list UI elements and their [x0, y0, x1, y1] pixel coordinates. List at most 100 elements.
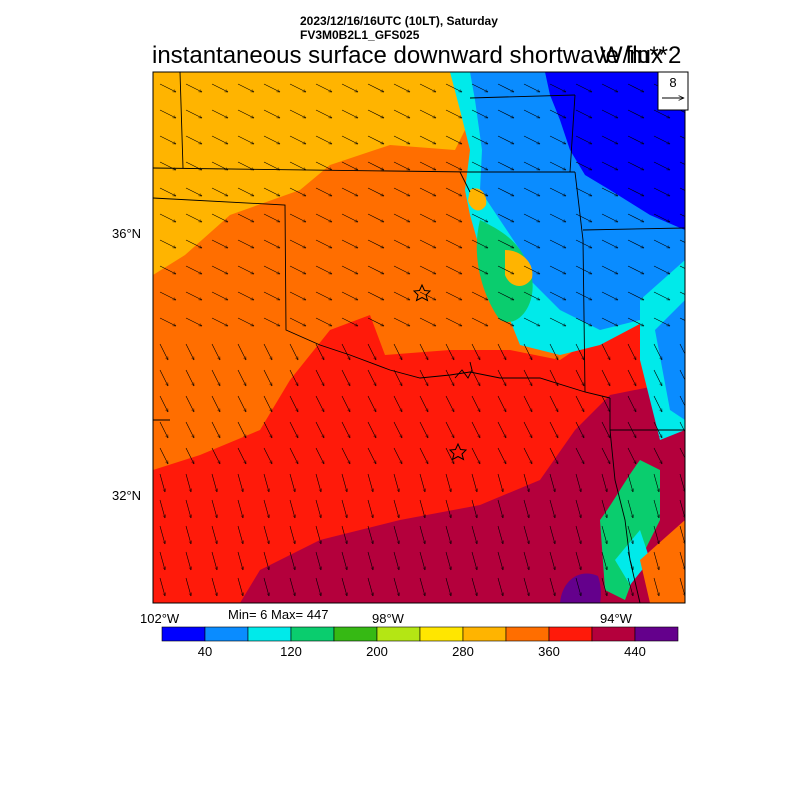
wind-vector	[393, 213, 410, 223]
wind-vector	[315, 421, 325, 438]
wind-vector	[575, 135, 592, 145]
wind-vector	[185, 317, 202, 327]
wind-vector	[159, 187, 176, 197]
wind-vector	[549, 577, 555, 596]
wind-vector	[627, 265, 644, 275]
colorbar-swatch	[161, 626, 206, 642]
wind-vector	[445, 473, 451, 492]
wind-vector	[393, 473, 399, 492]
wind-vector	[549, 343, 559, 360]
wind-vector	[289, 577, 295, 596]
wind-vector	[523, 161, 540, 171]
wind-vector	[653, 161, 670, 171]
wind-vector	[653, 291, 670, 301]
wind-vector	[549, 447, 559, 464]
wind-vector	[367, 473, 373, 492]
wind-vector	[601, 525, 607, 544]
colorbar-swatch	[634, 626, 679, 642]
wind-vector	[419, 343, 429, 360]
wind-vector	[263, 369, 273, 386]
wind-vector	[601, 421, 611, 438]
wind-vector	[575, 551, 581, 570]
wind-vector	[315, 317, 332, 327]
wind-vector	[653, 395, 663, 412]
wind-vector	[549, 551, 555, 570]
wind-vector	[315, 525, 321, 544]
wind-vector	[653, 109, 670, 119]
wind-vector	[523, 473, 529, 492]
wind-vector	[601, 213, 618, 223]
wind-vector	[211, 213, 228, 223]
wind-vector	[549, 369, 559, 386]
wind-vector	[679, 239, 685, 243]
wind-vector	[445, 499, 451, 518]
wind-vector	[159, 369, 169, 386]
wind-vector	[445, 525, 451, 544]
wind-vector	[627, 447, 637, 464]
wind-vector	[159, 135, 176, 145]
wind-vector	[653, 187, 670, 197]
wind-vector	[575, 395, 585, 412]
wind-vector	[601, 83, 618, 93]
wind-vector	[497, 551, 503, 570]
wind-vector	[445, 213, 462, 223]
wind-vector	[523, 499, 529, 518]
wind-vector	[289, 239, 306, 249]
wind-vector	[393, 577, 399, 596]
wind-vector	[523, 421, 533, 438]
wind-vector	[497, 109, 514, 119]
wind-vector	[315, 109, 332, 119]
wind-vector	[289, 343, 299, 360]
wind-vector	[211, 369, 221, 386]
wind-vector	[263, 291, 280, 301]
wind-vector	[601, 291, 618, 301]
wind-vector	[159, 291, 176, 301]
wind-vector	[471, 447, 481, 464]
wind-vector	[497, 161, 514, 171]
wind-vector	[315, 395, 325, 412]
wind-vector	[237, 421, 247, 438]
wind-vector	[185, 369, 195, 386]
wind-vector	[601, 239, 618, 249]
flux-field	[153, 72, 685, 603]
wind-vector	[341, 83, 358, 93]
wind-vector	[523, 135, 540, 145]
wind-vector	[601, 473, 607, 492]
wind-vector	[497, 577, 503, 596]
wind-vector	[627, 343, 637, 360]
wind-vector	[289, 551, 295, 570]
wind-vector	[263, 395, 273, 412]
wind-vector	[549, 265, 566, 275]
wind-vector	[367, 395, 377, 412]
lat-label-36n: 36°N	[112, 226, 142, 241]
lon-label-102w: 102°W	[140, 611, 180, 626]
model-name-line: FV3M0B2L1_GFS025	[300, 28, 420, 42]
wind-vector	[653, 239, 670, 249]
wind-vector	[471, 525, 477, 544]
wind-vector	[237, 135, 254, 145]
wind-vector	[679, 213, 685, 217]
wind-vector	[159, 395, 169, 412]
colorbar-tick-label: 360	[538, 644, 560, 659]
wind-vector	[367, 551, 373, 570]
wind-vector	[497, 343, 507, 360]
wind-vector	[549, 213, 566, 223]
wind-vector	[237, 239, 254, 249]
wind-vector	[653, 447, 663, 464]
wind-vector	[549, 239, 566, 249]
wind-vector	[185, 135, 202, 145]
map-title: instantaneous surface downward shortwave…	[152, 42, 663, 69]
wind-vector	[315, 551, 321, 570]
wind-vector	[653, 551, 659, 570]
wind-vector	[211, 525, 217, 544]
wind-vector	[497, 187, 514, 197]
wind-vector	[211, 447, 221, 464]
wind-vector	[627, 187, 644, 197]
wind-vector	[445, 317, 462, 327]
wind-vector	[497, 421, 507, 438]
wind-vector	[601, 109, 618, 119]
wind-vector	[237, 525, 243, 544]
wind-vector	[289, 161, 306, 171]
wind-vector	[497, 239, 514, 249]
wind-vector	[341, 421, 351, 438]
